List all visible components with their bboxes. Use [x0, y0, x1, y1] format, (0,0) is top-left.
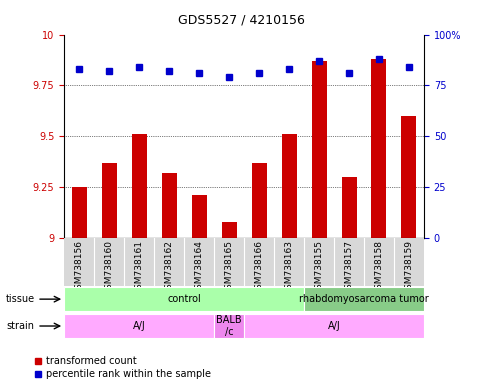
Bar [192, 195, 207, 238]
Bar [94, 238, 124, 286]
Bar [304, 238, 334, 286]
Text: GSM738165: GSM738165 [224, 240, 234, 295]
Bar [162, 173, 176, 238]
Bar [221, 222, 237, 238]
Legend: transformed count, percentile rank within the sample: transformed count, percentile rank withi… [35, 356, 211, 379]
Bar [184, 238, 214, 286]
Bar [214, 314, 244, 338]
Bar [342, 177, 356, 238]
Bar [64, 314, 214, 338]
Bar [274, 238, 304, 286]
Text: GSM738158: GSM738158 [375, 240, 384, 295]
Text: strain: strain [6, 321, 34, 331]
Bar [154, 238, 184, 286]
Text: A/J: A/J [133, 321, 145, 331]
Bar [251, 163, 267, 238]
Bar [312, 61, 326, 238]
Text: GSM738156: GSM738156 [74, 240, 84, 295]
Bar [364, 238, 394, 286]
Text: GSM738155: GSM738155 [315, 240, 323, 295]
Text: GSM738159: GSM738159 [404, 240, 414, 295]
Text: tissue: tissue [6, 294, 35, 304]
Bar [64, 287, 304, 311]
Text: rhabdomyosarcoma tumor: rhabdomyosarcoma tumor [299, 294, 429, 304]
Bar [394, 238, 424, 286]
Bar [214, 238, 244, 286]
Text: GSM738157: GSM738157 [345, 240, 353, 295]
Text: control: control [167, 294, 201, 304]
Text: GSM738163: GSM738163 [284, 240, 293, 295]
Bar [244, 238, 274, 286]
Text: GSM738166: GSM738166 [254, 240, 264, 295]
Bar [71, 187, 87, 238]
Bar [372, 59, 387, 238]
Text: GSM738160: GSM738160 [105, 240, 113, 295]
Bar [102, 163, 116, 238]
Bar [244, 314, 424, 338]
Text: A/J: A/J [328, 321, 340, 331]
Bar [401, 116, 417, 238]
Text: GSM738161: GSM738161 [135, 240, 143, 295]
Text: BALB
/c: BALB /c [216, 315, 242, 337]
Bar [64, 238, 94, 286]
Bar [124, 238, 154, 286]
Text: GDS5527 / 4210156: GDS5527 / 4210156 [178, 13, 305, 26]
Text: GSM738162: GSM738162 [165, 240, 174, 295]
Text: GSM738164: GSM738164 [195, 240, 204, 295]
Bar [334, 238, 364, 286]
Bar [282, 134, 296, 238]
Bar [132, 134, 146, 238]
Bar [304, 287, 424, 311]
